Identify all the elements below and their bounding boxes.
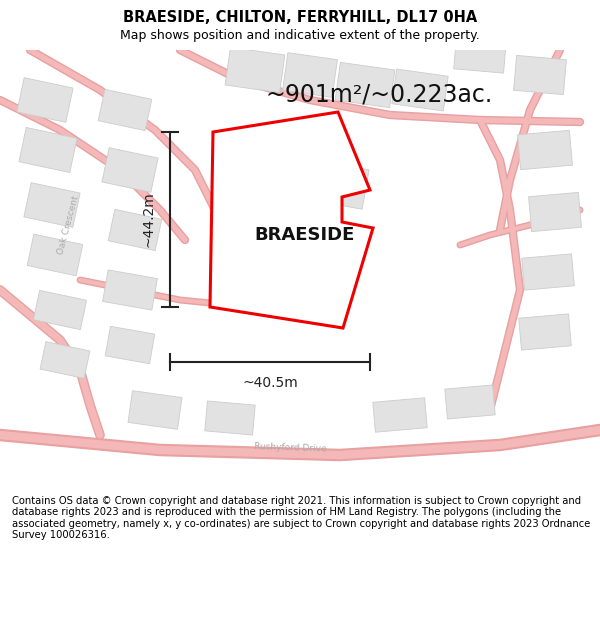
Bar: [392, 69, 448, 111]
Bar: [225, 48, 285, 92]
Bar: [103, 270, 157, 310]
Bar: [40, 342, 90, 378]
Bar: [102, 148, 158, 192]
Bar: [19, 127, 77, 172]
Bar: [105, 326, 155, 364]
Text: BRAESIDE: BRAESIDE: [255, 226, 355, 244]
Text: Contains OS data © Crown copyright and database right 2021. This information is : Contains OS data © Crown copyright and d…: [12, 496, 590, 541]
Bar: [244, 134, 306, 186]
Bar: [454, 37, 506, 73]
Bar: [529, 192, 581, 232]
Bar: [519, 314, 571, 350]
Text: ~44.2m: ~44.2m: [142, 192, 156, 248]
Text: Map shows position and indicative extent of the property.: Map shows position and indicative extent…: [120, 29, 480, 42]
Bar: [27, 234, 83, 276]
Text: BRAESIDE, CHILTON, FERRYHILL, DL17 0HA: BRAESIDE, CHILTON, FERRYHILL, DL17 0HA: [123, 10, 477, 25]
Bar: [522, 254, 574, 290]
Bar: [518, 130, 572, 170]
Bar: [17, 78, 73, 122]
Bar: [98, 89, 152, 131]
Text: Oak Crescent: Oak Crescent: [56, 194, 80, 256]
Text: ~40.5m: ~40.5m: [242, 376, 298, 390]
Polygon shape: [210, 112, 373, 328]
Bar: [24, 182, 80, 228]
Bar: [205, 401, 255, 435]
Text: ~901m²/~0.223ac.: ~901m²/~0.223ac.: [265, 83, 492, 107]
Text: Rushyford Drive: Rushyford Drive: [254, 442, 326, 454]
Bar: [34, 291, 86, 329]
Bar: [283, 52, 337, 98]
Bar: [108, 209, 162, 251]
Bar: [311, 161, 369, 209]
Bar: [445, 385, 495, 419]
Bar: [128, 391, 182, 429]
Bar: [373, 398, 427, 432]
Bar: [335, 62, 395, 107]
Bar: [514, 56, 566, 94]
